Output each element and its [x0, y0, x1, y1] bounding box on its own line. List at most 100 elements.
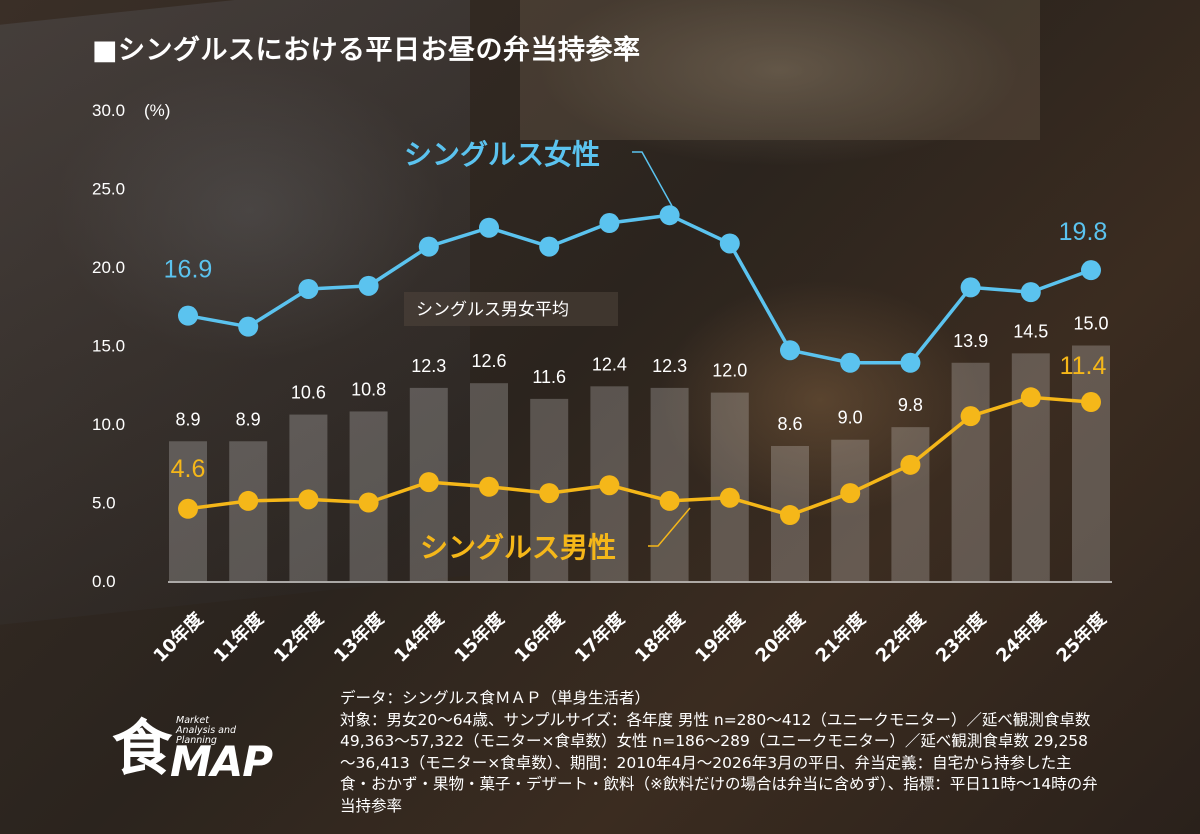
logo-kanji: 食: [112, 714, 172, 784]
series-point: [719, 487, 740, 508]
x-tick-label: 15年度: [450, 607, 509, 666]
bar: [229, 441, 268, 581]
x-tick-label: 11年度: [209, 607, 268, 666]
series-line: [187, 213, 1092, 365]
bar-value-label: 8.9: [236, 409, 261, 429]
logo-map-text: MAP: [170, 737, 273, 786]
series-point: [719, 233, 740, 254]
x-tick-label: 18年度: [630, 607, 689, 666]
bar-value-label: 12.3: [652, 356, 687, 376]
series-point: [599, 213, 620, 234]
bar-value-label: 13.9: [953, 331, 988, 351]
series-point: [780, 340, 800, 361]
logo-sub-line: Market: [176, 715, 209, 726]
bar-series-label-box: [404, 292, 618, 326]
series-leader-male: [648, 507, 691, 547]
series-first-value: 4.6: [171, 455, 206, 483]
bar: [650, 387, 689, 581]
bar-value-label: 15.0: [1073, 314, 1108, 334]
data-notes: データ：シングルス食ＭＡＰ（単身生活者） 対象：男女20～64歳、サンプルサイズ…: [340, 688, 1100, 817]
x-tick-label: 17年度: [570, 607, 629, 666]
series-point: [539, 483, 560, 504]
x-tick-label: 20年度: [751, 607, 810, 666]
y-unit-label: (%): [144, 101, 170, 120]
bar-value-label: 8.6: [777, 414, 802, 434]
series-line: [187, 395, 1092, 517]
bar: [710, 392, 749, 581]
bar-series-name: シングルス男女平均: [416, 300, 569, 320]
series-point: [298, 278, 319, 299]
series-point: [960, 406, 981, 427]
logo-sub-line: Planning: [176, 735, 217, 746]
x-tick-label: 13年度: [329, 607, 388, 666]
series-point: [780, 505, 800, 526]
series-point: [599, 475, 620, 496]
background-notebook: [520, 0, 1040, 140]
x-tick-label: 24年度: [992, 607, 1051, 666]
bar-value-label: 9.8: [898, 395, 923, 415]
series-last-value: 11.4: [1060, 352, 1107, 380]
series-point: [659, 205, 680, 226]
x-tick-label: 23年度: [931, 607, 990, 666]
series-name-male: シングルス男性: [420, 531, 616, 564]
logo-sub-line: Analysis and: [176, 725, 237, 736]
series-point: [178, 305, 198, 326]
series-point: [1020, 282, 1041, 303]
series-leader-female: [632, 151, 673, 207]
series-point: [479, 217, 499, 238]
y-tick-label: 25.0: [92, 180, 125, 199]
series-point: [1020, 387, 1041, 408]
series-point: [840, 483, 861, 504]
series-point: [900, 454, 921, 475]
x-tick-label: 14年度: [390, 607, 449, 666]
bar: [1072, 345, 1110, 581]
series-point: [960, 277, 981, 298]
series-point: [238, 316, 259, 337]
series-point: [418, 236, 439, 257]
series-point: [900, 352, 921, 373]
bar-value-label: 12.0: [712, 361, 747, 381]
series-point: [358, 275, 379, 296]
bar-value-label: 10.6: [291, 383, 326, 403]
bar-value-label: 12.3: [411, 356, 446, 376]
series-point: [298, 489, 319, 510]
series-point: [1081, 392, 1101, 413]
x-tick-label: 12年度: [269, 607, 328, 666]
series-point: [840, 352, 861, 373]
x-tick-label: 10年度: [149, 607, 208, 666]
y-tick-label: 5.0: [92, 494, 116, 513]
notes-source: データ：シングルス食ＭＡＰ（単身生活者）: [340, 689, 651, 707]
bar-value-label: 12.6: [471, 351, 506, 371]
series-point: [358, 492, 379, 513]
bar: [951, 362, 990, 581]
y-tick-label: 15.0: [92, 337, 125, 356]
x-tick-label: 21年度: [811, 607, 870, 666]
series-point: [539, 236, 560, 257]
bar-value-label: 11.6: [532, 367, 566, 387]
x-tick-label: 19年度: [691, 607, 750, 666]
chart-title: ■シングルスにおける平日お昼の弁当持参率: [92, 35, 641, 66]
series-point: [1081, 260, 1101, 281]
bar-value-label: 10.8: [351, 379, 386, 399]
series-point: [418, 472, 439, 493]
bar-value-label: 12.4: [592, 354, 627, 374]
series-point: [178, 498, 198, 519]
bar: [831, 439, 870, 581]
chart-plot: 0.0 5.0 10.0 15.0 20.0 25.0 30.0 (%) 10年度 11年度 12年…: [92, 101, 1111, 666]
series-last-value: 19.8: [1059, 218, 1108, 246]
y-tick-label: 10.0: [92, 415, 125, 434]
series-point: [479, 476, 499, 497]
series-first-value: 16.9: [164, 256, 213, 284]
series-point: [238, 490, 259, 511]
y-tick-label: 30.0: [92, 101, 125, 120]
x-tick-label: 22年度: [871, 607, 930, 666]
y-tick-label: 20.0: [92, 258, 125, 277]
notes-details: 対象：男女20～64歳、サンプルサイズ：各年度 男性 n=280～412（ユニー…: [340, 710, 1098, 815]
logo-subtitle: Market Analysis and Planning: [176, 716, 236, 746]
bar: [891, 427, 930, 581]
x-tick-label: 25年度: [1052, 607, 1111, 666]
bar-value-label: 8.9: [175, 409, 200, 429]
shokumap-logo: 食 MAP Market Analysis and Planning: [112, 712, 282, 792]
series-name-female: シングルス女性: [404, 138, 600, 171]
